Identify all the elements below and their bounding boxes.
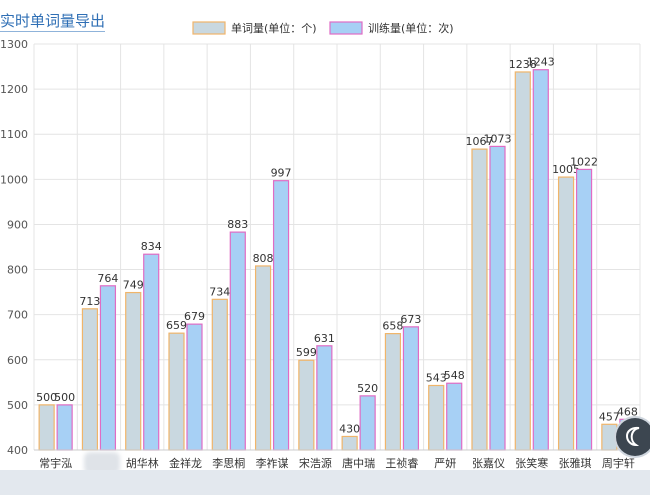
page-title: 实时单词量导出	[0, 12, 106, 30]
x-tick-label: 唐中瑞	[342, 456, 375, 470]
data-label: 1238	[509, 58, 537, 71]
legend-swatch-1	[192, 21, 226, 35]
data-label: 1022	[570, 155, 598, 168]
data-label: 713	[79, 295, 100, 308]
data-label: 764	[97, 272, 118, 285]
bar-series-1	[81, 308, 99, 451]
bar-series-1	[254, 265, 272, 451]
y-tick-label: 1000	[0, 173, 28, 186]
bar-series-2	[446, 382, 463, 451]
bar-chart: 4005006007008009001000110012001300500500…	[0, 21, 641, 470]
y-tick-label: 900	[7, 218, 28, 231]
bar-series-1	[38, 404, 55, 451]
bar-series-1	[557, 176, 575, 451]
bar-series-1	[601, 423, 618, 451]
blurred-label-mask	[84, 452, 120, 474]
y-tick-label: 1100	[0, 128, 28, 141]
data-label: 430	[339, 422, 360, 435]
data-label: 468	[617, 405, 638, 418]
data-label: 659	[166, 319, 187, 332]
data-label: 734	[209, 285, 230, 298]
bar-series-2	[272, 180, 290, 451]
y-tick-label: 700	[7, 309, 28, 322]
x-tick-label: 李思桐	[212, 456, 245, 470]
y-tick-label: 500	[7, 399, 28, 412]
bar-series-2	[575, 168, 593, 451]
data-label: 1073	[484, 132, 512, 145]
x-tick-label: 张笑寒	[515, 456, 548, 470]
data-label: 543	[426, 371, 447, 384]
bar-series-2	[532, 69, 549, 451]
moon-icon	[625, 426, 640, 447]
data-label: 679	[184, 310, 205, 323]
bar-series-2	[359, 395, 376, 451]
data-label: 500	[36, 391, 57, 404]
data-label: 834	[141, 240, 162, 253]
data-label: 658	[382, 320, 403, 333]
bar-series-2	[186, 323, 203, 451]
bar-series-1	[168, 332, 185, 451]
x-tick-label: 李祚谋	[256, 456, 289, 470]
data-label: 500	[54, 391, 75, 404]
legend-label-1: 单词量(单位：个)	[231, 21, 317, 35]
bar-series-1	[471, 148, 488, 451]
data-label: 997	[271, 167, 292, 180]
y-tick-label: 600	[7, 354, 28, 367]
title-underline	[0, 31, 105, 32]
data-label: 520	[357, 382, 378, 395]
bar-series-2	[56, 404, 73, 451]
data-label: 548	[444, 369, 465, 382]
bar-series-1	[514, 71, 531, 451]
x-tick-label: 严妍	[434, 456, 456, 470]
x-tick-label: 王祯睿	[385, 456, 418, 470]
x-tick-label: 周宇轩	[602, 456, 635, 470]
data-label: 883	[227, 218, 248, 231]
data-label: 749	[123, 279, 144, 292]
data-label: 1005	[552, 163, 580, 176]
bottom-scroll-strip	[0, 470, 650, 495]
bar-series-2	[489, 145, 506, 451]
bar-series-2	[229, 231, 246, 451]
bar-series-1	[298, 359, 315, 451]
bar-series-1	[125, 291, 142, 451]
x-tick-label: 胡华林	[126, 456, 159, 470]
x-tick-label: 常宇泓	[39, 456, 72, 470]
data-label: 1067	[466, 135, 494, 148]
bar-series-2	[143, 253, 160, 451]
y-tick-label: 800	[7, 264, 28, 277]
legend-swatch-2	[329, 21, 363, 35]
data-label: 808	[253, 252, 274, 265]
x-tick-label: 张雅琪	[559, 456, 592, 470]
bar-series-1	[428, 384, 445, 451]
y-tick-label: 1200	[0, 83, 28, 96]
data-label: 457	[599, 410, 620, 423]
y-tick-label: 400	[7, 444, 28, 457]
data-label: 599	[296, 346, 317, 359]
x-tick-label: 张嘉仪	[472, 456, 505, 470]
floating-assist-button[interactable]	[616, 418, 650, 456]
x-tick-label: 金祥龙	[169, 456, 202, 470]
data-label: 673	[400, 313, 421, 326]
bar-series-2	[99, 285, 117, 451]
bar-series-2	[316, 345, 333, 451]
x-tick-label: 宋浩源	[299, 456, 332, 470]
bar-series-1	[384, 333, 402, 451]
legend-label-2: 训练量(单位：次)	[368, 21, 454, 35]
bar-series-1	[211, 298, 228, 451]
data-label: 1243	[527, 56, 555, 69]
data-label: 631	[314, 332, 335, 345]
chart-panel: 实时单词量导出 400 500 600 700 800 900 1000 1100 1200 13…	[0, 0, 650, 470]
bar-series-2	[402, 326, 420, 451]
bar-series-1	[341, 435, 358, 451]
y-tick-label: 1300	[0, 38, 28, 51]
